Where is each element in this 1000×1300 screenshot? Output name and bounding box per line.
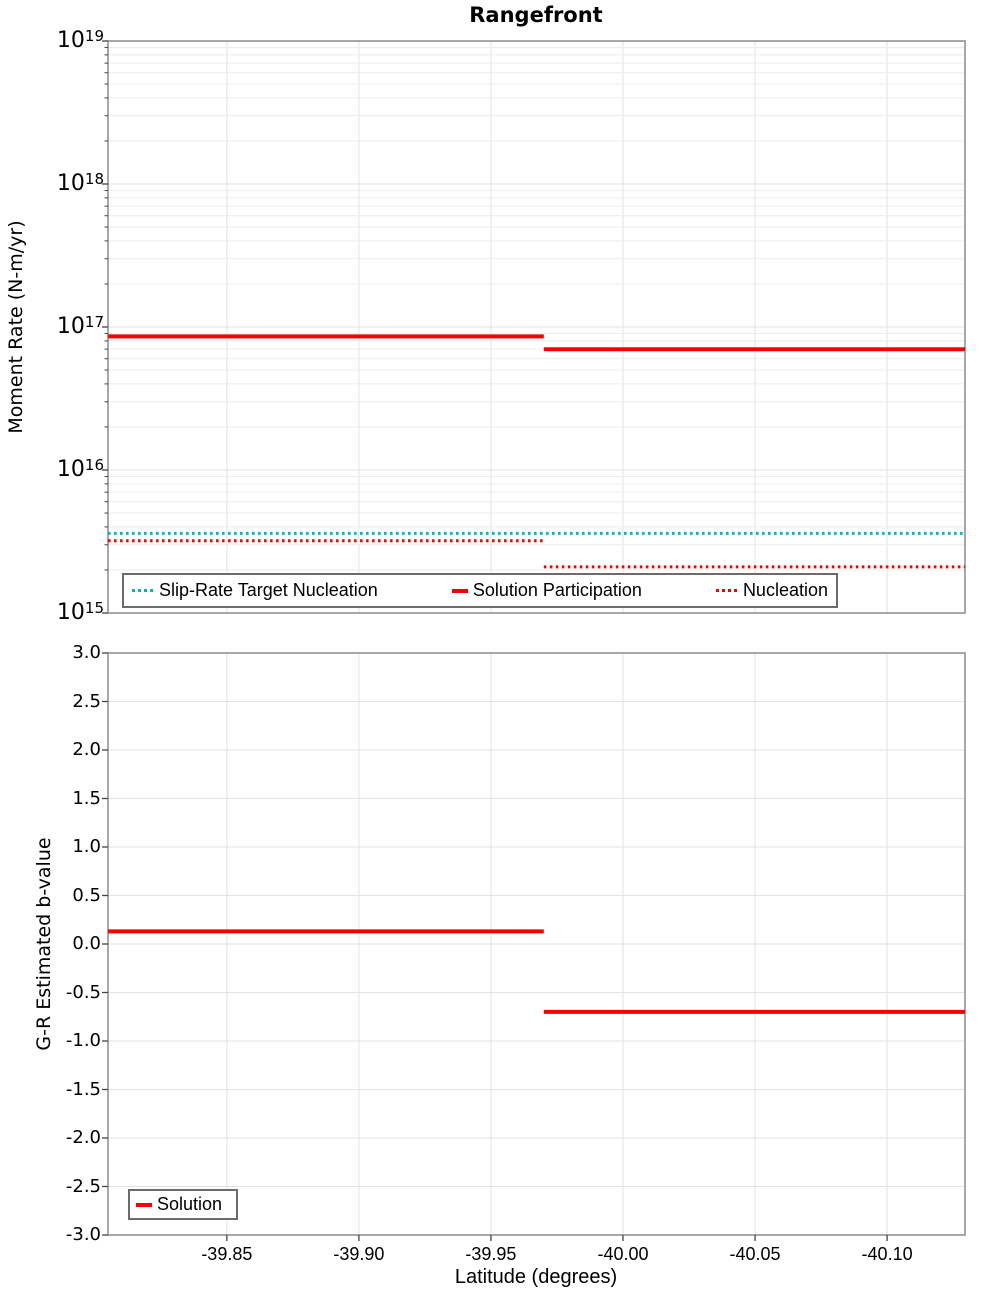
legend-item: Solution Participation bbox=[451, 580, 642, 601]
y-tick-exponent: 17 bbox=[84, 313, 104, 331]
legend-label: Slip-Rate Target Nucleation bbox=[159, 580, 378, 600]
top-y-axis-label: Moment Rate (N-m/yr) bbox=[5, 220, 27, 434]
legend-label: Solution bbox=[157, 1194, 223, 1214]
x-tick-label: -39.85 bbox=[201, 1244, 253, 1264]
chart-title: Rangefront bbox=[469, 3, 603, 27]
x-tick-label: -39.95 bbox=[465, 1244, 517, 1264]
dotted-line-swatch-icon bbox=[132, 589, 154, 592]
y-tick-label: -1.5 bbox=[65, 1078, 101, 1100]
y-tick-exponent: 15 bbox=[84, 599, 104, 617]
series-solution bbox=[108, 929, 965, 1014]
y-tick-label: 0.5 bbox=[72, 884, 101, 906]
y-tick-label: 3.0 bbox=[72, 642, 101, 663]
series-solution-participation bbox=[108, 334, 965, 352]
y-tick-base: 10 bbox=[56, 171, 85, 196]
legend-item: Nucleation bbox=[715, 580, 828, 601]
y-tick-label: -3.0 bbox=[65, 1224, 101, 1245]
y-tick-label: 0.0 bbox=[72, 933, 101, 954]
y-tick-base: 10 bbox=[56, 28, 85, 53]
x-tick-label: -40.10 bbox=[861, 1244, 913, 1264]
legend-label: Nucleation bbox=[742, 580, 828, 600]
y-tick-label: -2.0 bbox=[65, 1127, 101, 1148]
y-tick-label: 1019 bbox=[30, 28, 104, 54]
y-tick-label: 1.0 bbox=[72, 836, 101, 857]
y-tick-label: -2.5 bbox=[65, 1175, 101, 1197]
dotted-line-swatch-icon bbox=[715, 589, 738, 592]
solid-line-swatch-icon bbox=[136, 1202, 152, 1207]
y-tick-label: 1015 bbox=[30, 600, 104, 626]
legend-item: Solution bbox=[136, 1194, 222, 1215]
x-axis-label: Latitude (degrees) bbox=[454, 1266, 618, 1288]
y-tick-base: 10 bbox=[56, 600, 85, 625]
x-tick-label: -40.05 bbox=[729, 1244, 781, 1264]
bottom-legend: Solution bbox=[128, 1189, 238, 1220]
y-tick-exponent: 19 bbox=[84, 27, 104, 45]
y-tick-label: -0.5 bbox=[65, 981, 101, 1003]
legend-label: Solution Participation bbox=[472, 580, 642, 600]
y-tick-label: -1.0 bbox=[65, 1030, 101, 1051]
y-tick-base: 10 bbox=[56, 457, 85, 482]
legend-item: Slip-Rate Target Nucleation bbox=[132, 580, 378, 601]
y-tick-label: 1016 bbox=[30, 457, 104, 483]
y-tick-label: 1.5 bbox=[72, 787, 101, 809]
y-tick-base: 10 bbox=[56, 314, 85, 339]
y-tick-label: 1017 bbox=[30, 314, 104, 340]
solid-line-swatch-icon bbox=[451, 588, 468, 593]
top-legend: Slip-Rate Target Nucleation Solution Part… bbox=[122, 573, 838, 608]
series-nucleation bbox=[108, 539, 965, 569]
y-tick-label: 2.5 bbox=[72, 690, 101, 712]
y-tick-exponent: 16 bbox=[84, 456, 104, 474]
y-tick-label: 1018 bbox=[30, 171, 104, 197]
x-tick-label: -39.90 bbox=[333, 1244, 385, 1264]
y-tick-label: 2.0 bbox=[72, 739, 101, 760]
x-tick-label: -40.00 bbox=[597, 1244, 649, 1264]
y-tick-exponent: 18 bbox=[84, 170, 104, 188]
